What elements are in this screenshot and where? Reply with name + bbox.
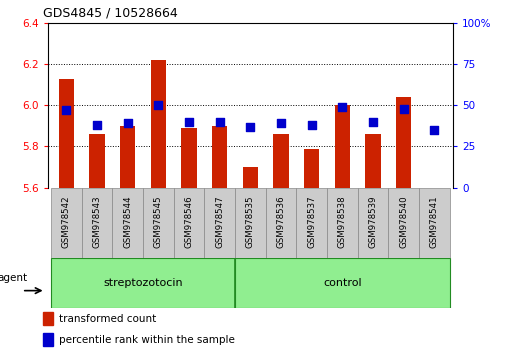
Text: GSM978540: GSM978540 <box>398 195 408 248</box>
Point <box>277 121 285 126</box>
Bar <box>296 188 327 258</box>
Text: agent: agent <box>0 273 28 283</box>
Text: control: control <box>323 278 361 288</box>
Text: GSM978544: GSM978544 <box>123 195 132 248</box>
Bar <box>89 134 105 188</box>
Bar <box>212 126 227 188</box>
Point <box>399 106 407 112</box>
Bar <box>43 333 53 346</box>
Text: GSM978541: GSM978541 <box>429 195 438 248</box>
Point <box>154 103 162 108</box>
Text: GSM978536: GSM978536 <box>276 195 285 248</box>
Text: transformed count: transformed count <box>59 314 156 324</box>
Point <box>307 122 315 128</box>
Point <box>368 119 376 125</box>
Bar <box>43 312 53 325</box>
Point <box>430 127 438 133</box>
Bar <box>265 188 296 258</box>
Text: GSM978546: GSM978546 <box>184 195 193 248</box>
Bar <box>51 258 235 308</box>
Text: GSM978542: GSM978542 <box>62 195 71 248</box>
Bar <box>388 188 418 258</box>
Bar <box>304 149 319 188</box>
Point <box>124 121 132 126</box>
Bar <box>150 60 166 188</box>
Bar <box>181 128 196 188</box>
Bar <box>334 105 349 188</box>
Point <box>62 107 70 113</box>
Point <box>185 119 193 125</box>
Bar <box>173 188 204 258</box>
Text: streptozotocin: streptozotocin <box>103 278 183 288</box>
Text: GSM978545: GSM978545 <box>154 195 163 248</box>
Text: GSM978538: GSM978538 <box>337 195 346 248</box>
Bar <box>112 188 143 258</box>
Point <box>338 104 346 110</box>
Bar <box>120 126 135 188</box>
Text: percentile rank within the sample: percentile rank within the sample <box>59 335 235 345</box>
Text: GSM978539: GSM978539 <box>368 195 377 248</box>
Bar <box>51 188 82 258</box>
Bar <box>82 188 112 258</box>
Bar <box>327 188 357 258</box>
Bar <box>273 134 288 188</box>
Text: GSM978543: GSM978543 <box>92 195 102 248</box>
Text: GSM978537: GSM978537 <box>307 195 316 248</box>
Bar <box>235 188 265 258</box>
Bar <box>242 167 258 188</box>
Text: GSM978535: GSM978535 <box>245 195 255 248</box>
Point <box>215 119 223 125</box>
Text: GDS4845 / 10528664: GDS4845 / 10528664 <box>43 6 177 19</box>
Bar <box>395 97 411 188</box>
Point <box>246 124 254 130</box>
Bar <box>235 258 449 308</box>
Bar <box>418 188 449 258</box>
Bar <box>59 79 74 188</box>
Text: GSM978547: GSM978547 <box>215 195 224 248</box>
Point <box>93 122 101 128</box>
Bar <box>143 188 173 258</box>
Bar <box>204 188 235 258</box>
Bar <box>357 188 388 258</box>
Bar <box>365 134 380 188</box>
